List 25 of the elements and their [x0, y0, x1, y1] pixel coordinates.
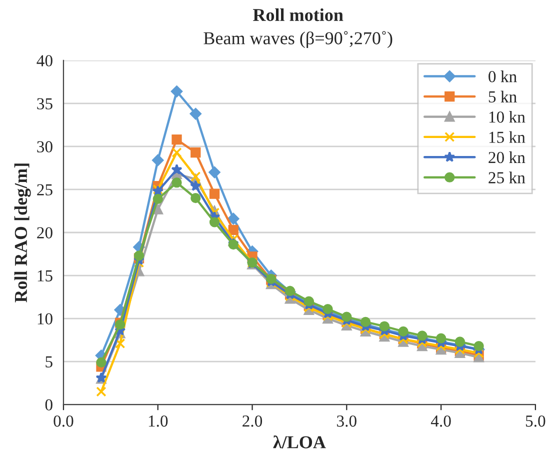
legend-label: 5 kn	[488, 90, 517, 102]
chart-subtitle: Beam waves (β=90˚;270˚)	[204, 31, 392, 48]
y-tick-label: 20	[37, 227, 52, 238]
x-tick-label: 5.0	[526, 415, 546, 427]
legend-label: 15 kn	[489, 131, 526, 143]
x-tick-label: 3.0	[337, 415, 356, 427]
x-tick-label: 1.0	[148, 415, 168, 427]
y-tick-label: 0	[45, 399, 52, 410]
y-tick-label: 30	[37, 141, 52, 152]
x-tick-label: 0.0	[54, 415, 74, 427]
x-tick-label: 2.0	[242, 415, 262, 427]
legend-label: 0 kn	[488, 70, 517, 82]
y-tick-label: 15	[38, 270, 52, 282]
y-tick-label: 25	[37, 184, 52, 196]
legend-label: 10 kn	[489, 110, 526, 123]
legend-label: 25 kn	[488, 172, 526, 184]
y-tick-label: 10	[38, 313, 52, 324]
x-axis-title: λ/LOA	[273, 435, 326, 448]
x-tick-label: 4.0	[430, 415, 451, 427]
legend-label: 20 kn	[488, 151, 526, 164]
y-tick-label: 40	[36, 55, 52, 66]
y-tick-label: 5	[46, 356, 52, 368]
y-tick-label: 35	[37, 98, 52, 110]
chart-title: Roll motion	[253, 8, 344, 22]
y-axis-title: Roll RAO [deg/m]	[14, 164, 31, 302]
